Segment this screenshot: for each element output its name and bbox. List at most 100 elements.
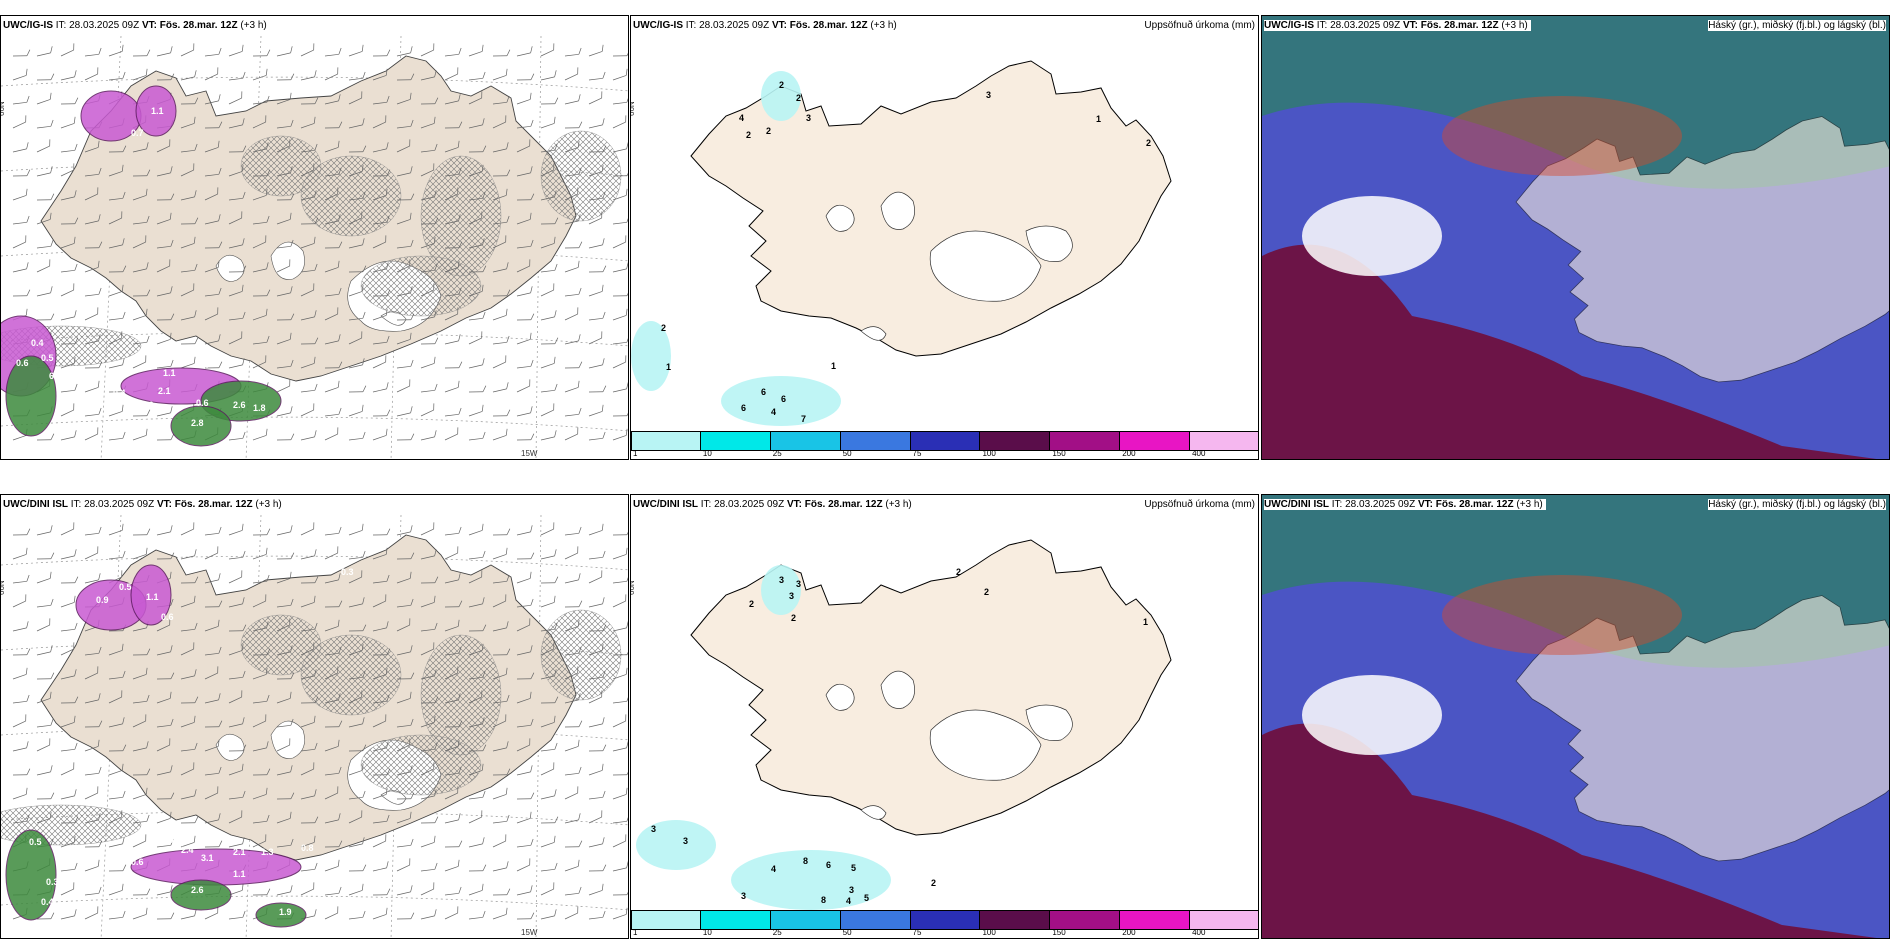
wind-barb xyxy=(84,573,101,584)
barb-staff xyxy=(540,868,555,872)
cloud-map[interactable] xyxy=(1262,495,1890,939)
barb-flag xyxy=(626,382,628,389)
barb-flag xyxy=(481,331,483,339)
barb-flag xyxy=(554,622,558,630)
barb-flag xyxy=(481,404,484,412)
barb-flag xyxy=(337,859,340,867)
wind-barb xyxy=(372,428,388,441)
barb-flag xyxy=(577,859,580,867)
forecast-step: (+3 h) xyxy=(1501,20,1528,31)
barb-flag xyxy=(242,744,247,751)
wind-barb xyxy=(204,526,222,536)
colorbar-segment xyxy=(1190,910,1258,930)
barb-flag xyxy=(145,834,147,842)
wind-barb xyxy=(444,380,460,393)
barb-flag xyxy=(122,265,127,272)
panel-title: Háský (gr.), miðský (fj.bl.) og lágský (… xyxy=(1708,499,1886,510)
wind-barb xyxy=(492,142,509,153)
barb-flag xyxy=(97,666,99,674)
barb-flag xyxy=(145,428,148,436)
barb-staff xyxy=(396,578,411,584)
barb-flag xyxy=(362,71,366,79)
barb-staff xyxy=(108,916,123,920)
barb-flag xyxy=(242,597,245,604)
panel-cloud-dini: UWC/DINI ISL IT: 28.03.2025 09Z VT: Fös.… xyxy=(1261,494,1890,939)
barb-flag xyxy=(530,912,535,919)
wind-barb xyxy=(564,67,579,81)
wind-barb xyxy=(156,792,175,800)
wind-barb xyxy=(108,810,123,824)
barb-flag xyxy=(530,359,534,367)
barb-flag xyxy=(50,792,55,799)
barb-flag xyxy=(433,762,435,770)
barb-staff xyxy=(132,435,147,441)
barb-flag xyxy=(506,49,511,56)
barb-staff xyxy=(372,820,387,824)
barb-flag xyxy=(457,187,459,195)
wind-map[interactable]: 0.71.10.40.6 0.560.41.10.42.11.6 0.6 2.62.8… xyxy=(1,16,629,460)
wind-barb xyxy=(564,94,581,105)
precip-value: 3 xyxy=(651,824,656,834)
wind-barb xyxy=(420,642,435,656)
cloud-map[interactable] xyxy=(1262,16,1890,460)
wind-barb xyxy=(444,167,462,177)
barb-flag xyxy=(506,741,509,748)
barb-staff xyxy=(540,555,555,560)
precip-value: 8 xyxy=(821,895,826,905)
barb-flag xyxy=(481,690,483,698)
barb-flag xyxy=(266,741,269,748)
wind-barb xyxy=(540,163,555,177)
barb-flag xyxy=(290,838,294,846)
barb-flag xyxy=(602,744,607,751)
barb-flag xyxy=(170,166,173,173)
barb-flag xyxy=(242,837,245,844)
barb-flag xyxy=(266,768,271,775)
latitude-line xyxy=(1,895,628,911)
barb-staff xyxy=(108,556,123,560)
barb-flag xyxy=(601,883,604,891)
wind-barb xyxy=(540,190,557,201)
hatched-area xyxy=(540,130,622,222)
wind-barb xyxy=(252,547,268,560)
wind-map[interactable]: 0.50.9 1.10.60.30.50.30.41.02.40.6 3.12.1 1… xyxy=(1,495,629,939)
wind-barb xyxy=(84,840,103,848)
wind-barb xyxy=(444,619,460,632)
wind-barb xyxy=(516,645,533,656)
wind-barb xyxy=(396,858,411,872)
barb-staff xyxy=(564,293,579,297)
wind-barb xyxy=(324,786,339,800)
wind-barb xyxy=(468,810,483,824)
wind-barb xyxy=(228,118,245,129)
valid-time: Fös. 28.mar. 12Z xyxy=(804,499,883,510)
barb-staff xyxy=(300,76,315,81)
barb-flag xyxy=(73,403,75,411)
wind-barb xyxy=(84,140,100,153)
wind-barb xyxy=(540,789,557,800)
barb-flag xyxy=(409,571,412,579)
barb-flag xyxy=(625,667,628,675)
wind-barb xyxy=(60,70,77,81)
cloud-high-layer xyxy=(1262,495,1889,668)
barb-staff xyxy=(396,724,411,728)
wind-barb xyxy=(420,283,435,297)
wind-barb xyxy=(492,409,511,417)
wind-barb xyxy=(132,262,149,273)
wind-barb xyxy=(228,523,244,536)
cloud-low-layer xyxy=(1262,244,1877,459)
barb-staff xyxy=(84,912,98,920)
barb-staff xyxy=(348,437,363,441)
wind-barb xyxy=(396,433,415,441)
barb-flag xyxy=(121,690,123,698)
barb-flag xyxy=(625,355,627,363)
barb-staff xyxy=(444,220,459,225)
wind-barb xyxy=(516,193,535,201)
barb-staff xyxy=(492,75,507,81)
barb-staff xyxy=(36,219,51,225)
wind-barb xyxy=(468,670,486,680)
wind-barb xyxy=(540,263,558,273)
barb-staff xyxy=(228,197,243,201)
barb-staff xyxy=(348,411,363,417)
barb-flag xyxy=(338,720,343,727)
